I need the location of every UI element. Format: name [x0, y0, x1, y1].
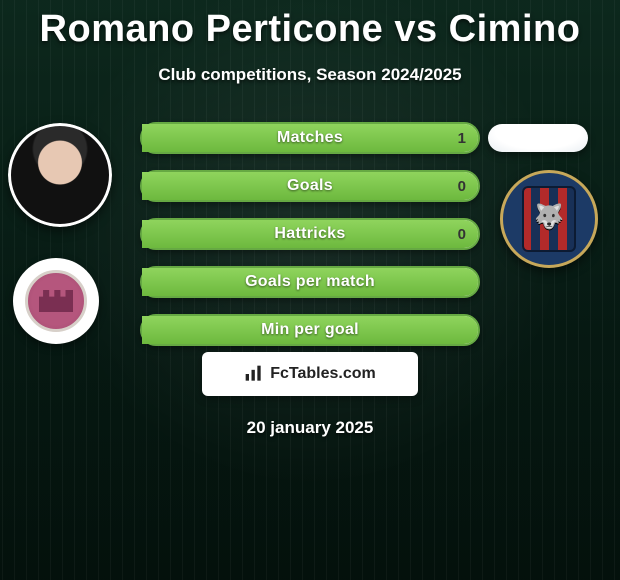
- page-title: Romano Perticone vs Cimino: [0, 0, 620, 51]
- bar-label: Goals per match: [142, 268, 478, 296]
- bar-label: Goals: [142, 172, 478, 200]
- stat-bar: Matches1: [140, 122, 480, 154]
- brand-box[interactable]: FcTables.com: [202, 352, 418, 396]
- castle-wall-icon: [39, 290, 73, 312]
- player-left-avatar: [8, 123, 112, 227]
- generated-date: 20 january 2025: [0, 418, 620, 438]
- stage: Romano Perticone vs Cimino Club competit…: [0, 0, 620, 580]
- bar-label: Min per goal: [142, 316, 478, 344]
- stat-bar: Goals per match: [140, 266, 480, 298]
- comparison-bars: Matches1Goals0Hattricks0Goals per matchM…: [140, 122, 480, 346]
- wolf-icon: 🐺: [534, 203, 564, 232]
- cittadella-badge: [13, 258, 99, 344]
- stat-bar: Goals0: [140, 170, 480, 202]
- bar-value-right: 0: [458, 220, 466, 248]
- brand-text: FcTables.com: [270, 365, 376, 383]
- bar-label: Hattricks: [142, 220, 478, 248]
- cosenza-badge: 🐺: [500, 170, 598, 268]
- badge-inner: [25, 270, 87, 332]
- bar-value-right: 1: [458, 124, 466, 152]
- bar-label: Matches: [142, 124, 478, 152]
- stat-bar: Min per goal: [140, 314, 480, 346]
- subtitle: Club competitions, Season 2024/2025: [0, 65, 620, 85]
- stat-bar: Hattricks0: [140, 218, 480, 250]
- player-right-avatar: [488, 124, 588, 152]
- bar-value-right: 0: [458, 172, 466, 200]
- bar-chart-icon: [244, 364, 264, 384]
